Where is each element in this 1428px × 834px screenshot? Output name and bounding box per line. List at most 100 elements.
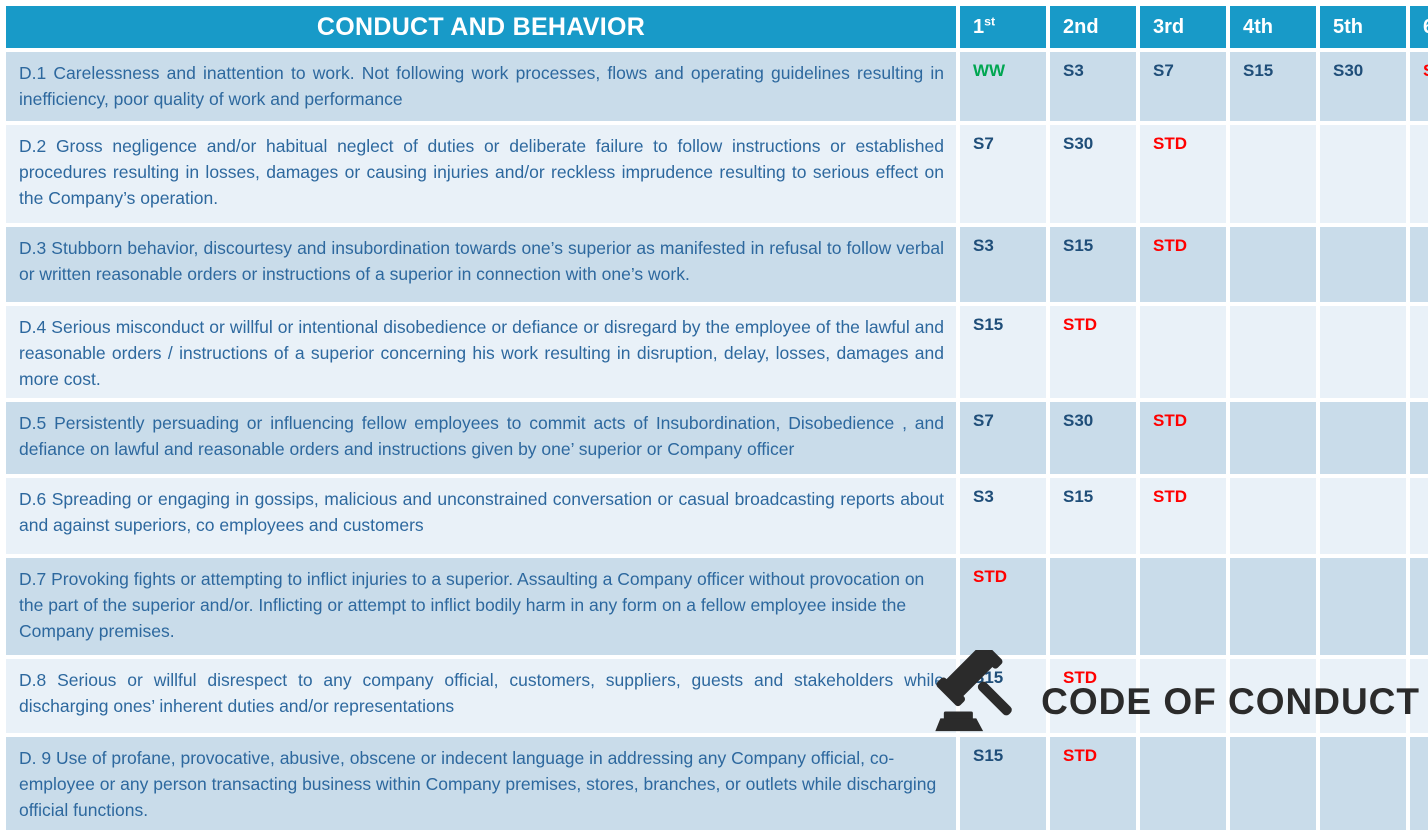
penalty-cell <box>1230 306 1316 398</box>
table-row-d6: D.6 Spreading or engaging in gossips, ma… <box>6 478 1428 554</box>
penalty-cell: S7 <box>1140 52 1226 121</box>
table-row-d2: D.2 Gross negligence and/or habitual neg… <box>6 125 1428 223</box>
penalty-cell: STD <box>960 558 1046 655</box>
penalty-cell: S7 <box>960 125 1046 223</box>
penalty-code: S7 <box>1153 61 1174 80</box>
penalty-code: STD <box>973 567 1007 586</box>
penalty-cell: STD <box>1410 52 1428 121</box>
penalty-cell <box>1410 402 1428 474</box>
offense-description: D.8 Serious or willful disrespect to any… <box>6 659 956 733</box>
penalty-code: STD <box>1153 411 1187 430</box>
table-row-d3: D.3 Stubborn behavior, discourtesy and i… <box>6 227 1428 302</box>
penalty-cell <box>1320 306 1406 398</box>
column-header-4th: 4th <box>1230 6 1316 48</box>
penalty-code: S3 <box>973 236 994 255</box>
penalty-code: S3 <box>1063 61 1084 80</box>
penalty-cell: S7 <box>960 402 1046 474</box>
penalty-cell: S15 <box>1050 227 1136 302</box>
penalty-cell: S30 <box>1050 402 1136 474</box>
penalty-cell <box>1410 659 1428 733</box>
penalty-cell <box>1320 478 1406 554</box>
penalty-cell: S3 <box>960 227 1046 302</box>
penalty-code: S30 <box>1333 61 1364 80</box>
logo-text: CODE OF CONDUCT <box>1041 681 1420 722</box>
penalty-cell <box>1230 737 1316 830</box>
table-row-d9: D. 9 Use of profane, provocative, abusiv… <box>6 737 1428 830</box>
table-row-d5: D.5 Persistently persuading or influenci… <box>6 402 1428 474</box>
penalty-code: STD <box>1153 487 1187 506</box>
penalty-cell <box>1410 478 1428 554</box>
penalty-code: STD <box>1063 668 1097 687</box>
penalty-cell <box>1320 227 1406 302</box>
penalty-cell: S15 <box>960 306 1046 398</box>
penalty-code: STD <box>1423 61 1428 80</box>
code-of-conduct-logo: CODE OF CONDUCT <box>935 650 1420 732</box>
offense-description: D.2 Gross negligence and/or habitual neg… <box>6 125 956 223</box>
penalty-cell: S3 <box>1050 52 1136 121</box>
penalty-cell: S30 <box>1050 125 1136 223</box>
penalty-code: S30 <box>1063 411 1094 430</box>
table-row-d8: D.8 Serious or willful disrespect to any… <box>6 659 1428 733</box>
penalty-cell <box>1320 558 1406 655</box>
penalty-cell <box>1140 659 1226 733</box>
penalty-code: S15 <box>1063 236 1094 255</box>
penalty-cell: STD <box>1050 659 1136 733</box>
penalty-cell: S30 <box>1320 52 1406 121</box>
penalty-cell: S15 <box>960 737 1046 830</box>
column-header-2nd: 2nd <box>1050 6 1136 48</box>
column-header-6th: 6th <box>1410 6 1428 48</box>
offense-description: D.4 Serious misconduct or willful or int… <box>6 306 956 398</box>
offense-description: D.6 Spreading or engaging in gossips, ma… <box>6 478 956 554</box>
penalty-cell <box>1230 558 1316 655</box>
penalty-cell: WW <box>960 52 1046 121</box>
gavel-icon <box>935 650 1012 732</box>
penalty-cell <box>1410 306 1428 398</box>
penalty-cell: STD <box>1140 478 1226 554</box>
penalty-code: WW <box>973 61 1006 80</box>
penalty-cell: STD <box>1140 402 1226 474</box>
column-header-1st: 1st <box>960 6 1046 48</box>
offense-description: D.3 Stubborn behavior, discourtesy and i… <box>6 227 956 302</box>
header-row: CONDUCT AND BEHAVIOR 1st 2nd 3rd 4th 5th… <box>6 6 1428 48</box>
penalty-code: S7 <box>973 411 994 430</box>
offense-description: D.5 Persistently persuading or influenci… <box>6 402 956 474</box>
penalty-code: STD <box>1063 315 1097 334</box>
penalty-cell <box>1230 125 1316 223</box>
penalty-cell <box>1320 659 1406 733</box>
penalty-code: S7 <box>973 134 994 153</box>
penalty-cell <box>1050 558 1136 655</box>
penalty-cell <box>1230 478 1316 554</box>
table-row-d4: D.4 Serious misconduct or willful or int… <box>6 306 1428 398</box>
penalty-cell: S15 <box>1050 478 1136 554</box>
penalty-code: S30 <box>1063 134 1094 153</box>
penalty-cell: STD <box>1140 227 1226 302</box>
penalty-cell <box>1320 737 1406 830</box>
column-header-5th: 5th <box>1320 6 1406 48</box>
penalty-cell: S3 <box>960 478 1046 554</box>
penalty-cell: STD <box>1050 306 1136 398</box>
penalty-cell <box>1320 402 1406 474</box>
penalty-cell: S15 <box>1230 52 1316 121</box>
penalty-cell: STD <box>1050 737 1136 830</box>
penalty-cell <box>1140 558 1226 655</box>
penalty-cell <box>1140 737 1226 830</box>
table-row-d7: D.7 Provoking fights or attempting to in… <box>6 558 1428 655</box>
penalty-code: S15 <box>1243 61 1274 80</box>
column-header-3rd: 3rd <box>1140 6 1226 48</box>
penalty-cell <box>1410 737 1428 830</box>
table-row-d1: D.1 Carelessness and inattention to work… <box>6 52 1428 121</box>
penalty-cell: STD <box>1140 125 1226 223</box>
penalty-cell <box>1230 227 1316 302</box>
penalty-code: S15 <box>1063 487 1094 506</box>
penalty-code: S15 <box>973 746 1004 765</box>
offense-description: D.1 Carelessness and inattention to work… <box>6 52 956 121</box>
penalty-code: S15 <box>973 315 1004 334</box>
penalty-code: S3 <box>973 487 994 506</box>
penalty-cell <box>1230 402 1316 474</box>
penalty-cell <box>1410 227 1428 302</box>
offense-description: D.7 Provoking fights or attempting to in… <box>6 558 956 655</box>
penalty-cell <box>1230 659 1316 733</box>
penalty-cell <box>1320 125 1406 223</box>
penalty-cell <box>1410 125 1428 223</box>
penalty-code: STD <box>1063 746 1097 765</box>
